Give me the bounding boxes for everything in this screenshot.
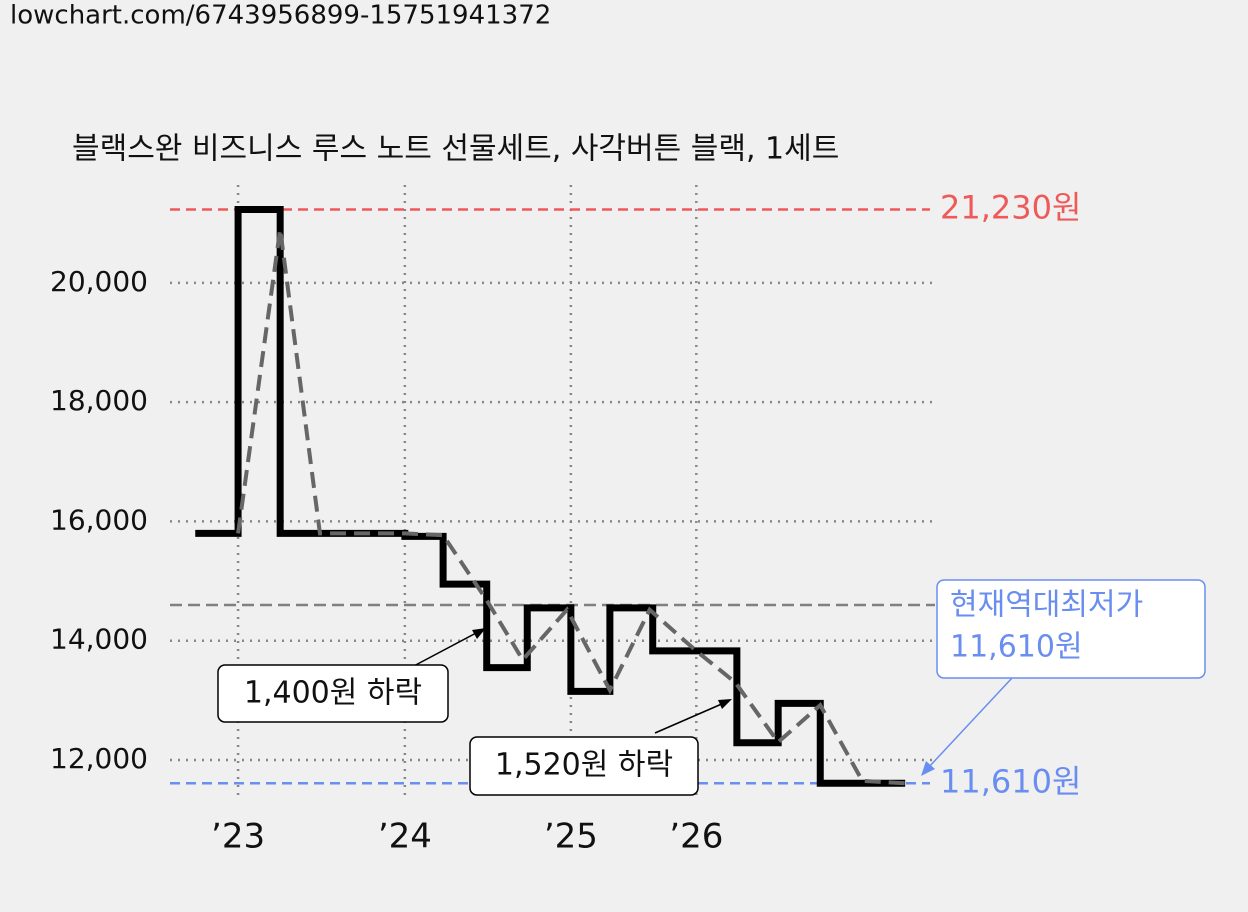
arrow-head bbox=[921, 761, 935, 776]
current-low-text: 11,610원 bbox=[950, 630, 1083, 665]
max-label: 21,230원 bbox=[940, 188, 1081, 226]
y-tick-label: 18,000 bbox=[50, 384, 148, 417]
x-tick-label: ’24 bbox=[378, 817, 432, 857]
y-tick-label: 12,000 bbox=[50, 742, 148, 775]
arrow bbox=[654, 702, 725, 734]
annotation-box bbox=[217, 664, 449, 723]
chart-title: 블랙스완 비즈니스 루스 노트 선물세트, 사각버튼 블랙, 1세트 bbox=[72, 132, 839, 167]
min-label: 11,610원 bbox=[940, 762, 1081, 800]
url: lowchart.com/6743956899-15751941372 bbox=[10, 1, 551, 31]
arrow bbox=[927, 677, 1013, 769]
arrow-head bbox=[472, 628, 486, 639]
annotation-text: 1,520원 하락 bbox=[495, 748, 673, 783]
current-low-text: 현재역대최저가 bbox=[950, 588, 1143, 623]
x-tick-label: ’23 bbox=[211, 817, 265, 857]
y-tick-label: 16,000 bbox=[50, 503, 148, 536]
annotation: 1,400원 하락 bbox=[217, 628, 486, 723]
annotation: 1,520원 하락 bbox=[469, 699, 732, 796]
arrow bbox=[409, 631, 479, 669]
y-tick-label: 20,000 bbox=[50, 265, 148, 298]
price-step-line bbox=[195, 205, 906, 787]
y-tick-label: 14,000 bbox=[50, 623, 148, 656]
x-tick-label: ’26 bbox=[669, 817, 723, 857]
plot: 12,000 14,000 16,000 18,000 20,000 ’23 ’24 ’25 ’… bbox=[50, 185, 1081, 857]
arrow-head bbox=[718, 699, 732, 709]
current-low-box bbox=[936, 579, 1206, 679]
x-tick-label: ’25 bbox=[544, 817, 598, 857]
annotation-text: 1,400원 하락 bbox=[244, 676, 422, 711]
annotation-box bbox=[469, 736, 699, 796]
trend-line bbox=[236, 228, 906, 786]
current-low: 현재역대최저가 11,610원 bbox=[921, 579, 1206, 776]
